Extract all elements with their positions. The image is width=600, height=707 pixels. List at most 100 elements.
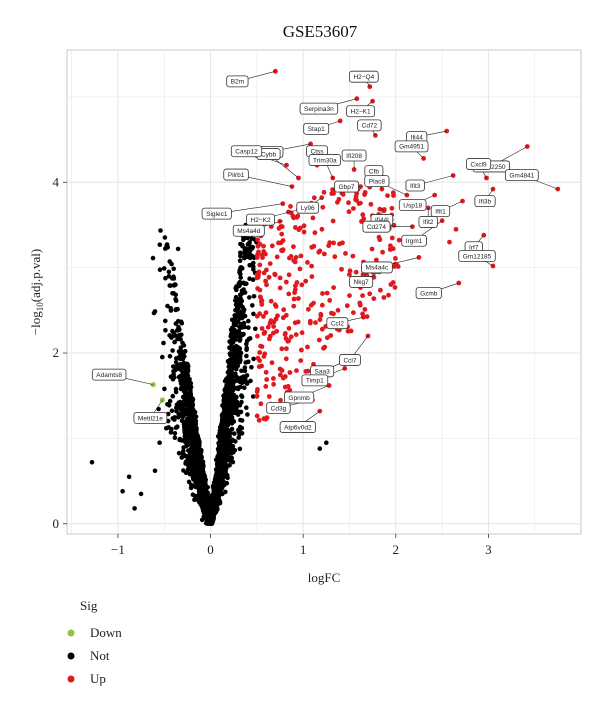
not-point (243, 248, 249, 254)
not-point (182, 376, 187, 382)
up-point (255, 333, 260, 339)
gene-label: Cd274 (362, 220, 391, 233)
gene-label-box (308, 154, 342, 166)
gene-label-text: H2−K1 (351, 109, 371, 116)
not-point (229, 384, 235, 390)
up-point (309, 263, 314, 269)
not-point (233, 308, 238, 313)
not-point (215, 477, 220, 483)
not-point (242, 368, 248, 374)
gene-label: Ctss (306, 145, 328, 158)
not-point (245, 412, 250, 417)
not-point (251, 294, 257, 299)
not-point (172, 431, 178, 436)
not-point (224, 383, 229, 388)
up-point (282, 332, 288, 337)
legend: Sig Down Not Up (67, 598, 122, 686)
up-point (255, 274, 261, 280)
not-point (224, 406, 230, 411)
not-point (167, 398, 173, 404)
up-point (320, 204, 326, 210)
up-point (259, 326, 265, 331)
gene-label: Plac8 (364, 175, 390, 188)
up-point (331, 191, 336, 196)
up-point (320, 291, 325, 296)
up-point (298, 358, 304, 363)
not-point (204, 513, 210, 519)
not-point (183, 424, 188, 429)
y-tick-label: 4 (53, 174, 60, 189)
gene-label-text: Cd72 (362, 123, 378, 130)
y-tick-label: 2 (53, 345, 60, 360)
up-point (374, 257, 379, 263)
not-point (221, 462, 226, 468)
gene-label: Gzmb (415, 287, 442, 299)
not-point (172, 339, 177, 345)
up-point (255, 237, 260, 243)
up-point (332, 254, 338, 260)
gene-label-box (339, 354, 361, 366)
gene-label: Timp1 (301, 374, 329, 387)
not-point (165, 402, 170, 407)
up-point (345, 328, 351, 334)
gene-label-box (299, 102, 339, 115)
not-point (195, 497, 201, 502)
not-point (253, 326, 258, 332)
not-point (156, 406, 161, 412)
gene-label: Gm4841 (504, 169, 539, 182)
up-point (298, 253, 304, 259)
not-point (234, 314, 240, 319)
up-point (327, 298, 333, 303)
up-point (335, 307, 341, 313)
up-point (324, 290, 330, 296)
y-tick-label: 0 (53, 516, 60, 531)
not-point (173, 360, 179, 365)
gene-label-box (349, 276, 374, 288)
gene-label-text: Timp1 (306, 378, 324, 385)
up-point (259, 344, 265, 349)
not-point (240, 332, 246, 338)
up-point (255, 355, 261, 361)
not-point (238, 250, 243, 256)
not-point (182, 391, 188, 396)
up-point (389, 205, 395, 211)
not-point (232, 319, 237, 325)
up-point (261, 243, 266, 249)
up-point (311, 300, 316, 306)
up-point (343, 251, 348, 256)
not-point (164, 425, 169, 431)
not-point (212, 497, 217, 503)
gene-label-text: Ifit3 (410, 183, 421, 190)
up-point (286, 272, 292, 278)
up-point (294, 214, 300, 220)
gene-label-box (357, 119, 382, 132)
up-point (351, 310, 356, 315)
not-point (220, 455, 225, 461)
gene-label-box (341, 149, 367, 162)
up-point (279, 346, 285, 352)
up-point (329, 310, 334, 316)
not-point (188, 485, 194, 491)
not-point (169, 408, 175, 414)
not-point (251, 260, 256, 266)
up-point (296, 296, 301, 301)
not-point (227, 463, 232, 468)
up-point (281, 307, 287, 313)
up-point (380, 249, 385, 255)
up-point (255, 387, 260, 392)
not-point (169, 426, 174, 432)
up-point (360, 212, 366, 218)
not-point (247, 276, 252, 282)
not-point (157, 440, 162, 446)
gene-label-text: Ifit2 (423, 219, 434, 226)
up-point (330, 187, 335, 193)
up-point (277, 285, 283, 291)
not-point (237, 283, 242, 289)
not-point (132, 506, 137, 511)
not-point (173, 298, 179, 304)
up-point (357, 300, 363, 306)
not-point (160, 354, 165, 360)
up-point (296, 227, 302, 233)
up-point (261, 249, 267, 254)
up-point (453, 226, 459, 232)
